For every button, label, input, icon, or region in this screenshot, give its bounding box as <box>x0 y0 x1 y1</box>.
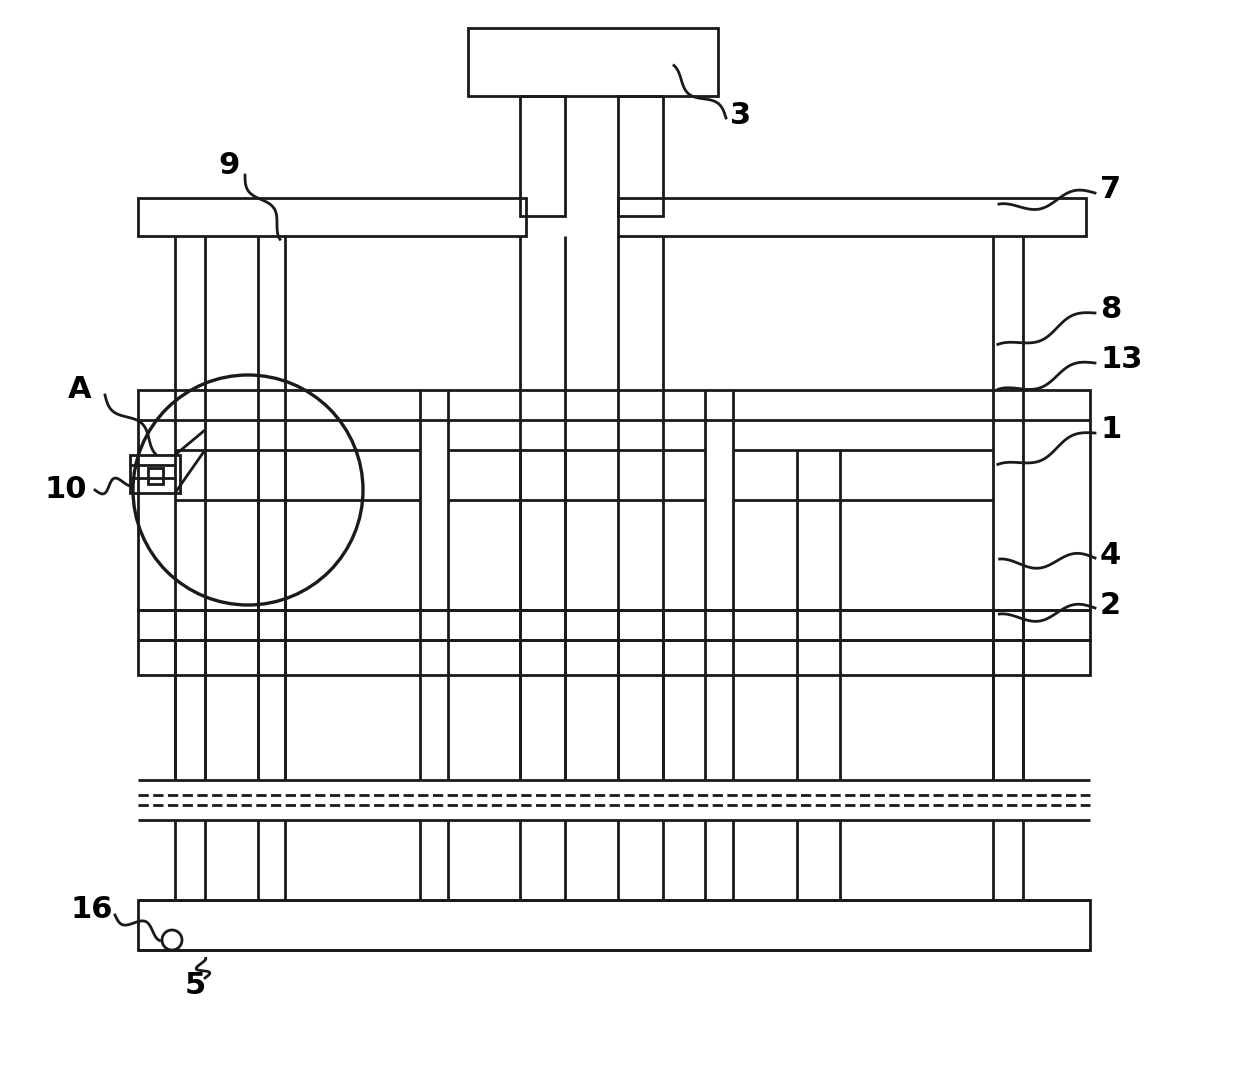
Text: 9: 9 <box>218 150 239 179</box>
Bar <box>520 96 565 216</box>
Text: 4: 4 <box>1100 540 1121 570</box>
Bar <box>138 640 1090 675</box>
Text: 1: 1 <box>1100 415 1121 444</box>
Text: 16: 16 <box>69 895 113 924</box>
Bar <box>138 610 1090 640</box>
Bar <box>138 390 1090 610</box>
Text: 5: 5 <box>185 971 206 1000</box>
Text: A: A <box>68 375 92 404</box>
Text: 3: 3 <box>730 101 751 130</box>
Bar <box>138 198 527 236</box>
Bar <box>130 455 180 493</box>
Bar <box>618 96 663 216</box>
Bar <box>138 900 1090 950</box>
Bar <box>618 198 1087 236</box>
Text: 7: 7 <box>1100 175 1121 204</box>
Text: 2: 2 <box>1100 590 1121 619</box>
Text: 10: 10 <box>45 476 88 505</box>
Text: 13: 13 <box>1100 346 1142 374</box>
Text: 8: 8 <box>1100 295 1121 324</box>
Bar <box>147 468 164 484</box>
Bar <box>468 28 717 96</box>
